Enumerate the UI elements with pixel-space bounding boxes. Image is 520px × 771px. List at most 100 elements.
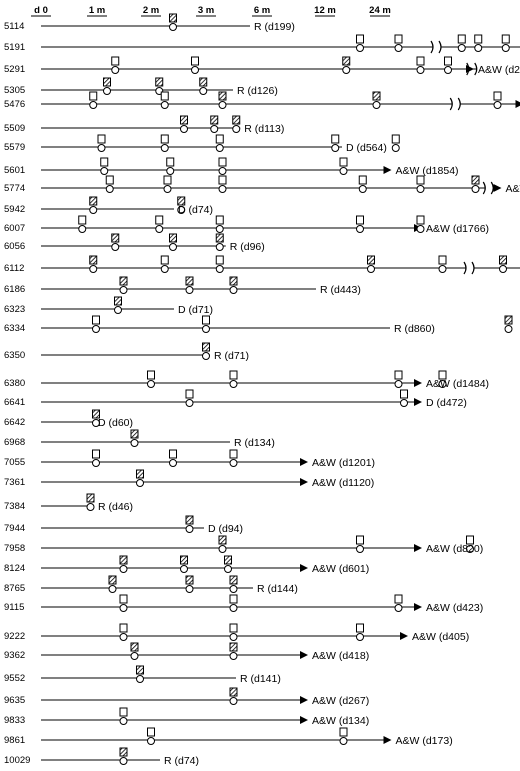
- patient-id: 6007: [4, 223, 25, 234]
- visit-marker: [501, 34, 510, 52]
- visit-marker: [191, 56, 199, 74]
- outcome-label: A&W (d134): [312, 715, 369, 727]
- visit-circle: [394, 380, 403, 388]
- patient-id: 5942: [4, 204, 25, 215]
- visit-circle: [202, 352, 210, 360]
- outcome-label: R (d74): [164, 755, 199, 767]
- patient-id: 7384: [4, 501, 25, 512]
- visit-marker: [229, 575, 238, 593]
- visit-marker: [356, 623, 364, 641]
- visit-circle: [92, 325, 100, 333]
- visit-circle: [339, 737, 348, 745]
- hatched-square: [136, 469, 144, 479]
- hatched-square: [229, 276, 238, 286]
- patient-row: 6641 D (d472): [4, 389, 467, 409]
- arrow-head: [300, 696, 308, 704]
- visit-marker: [229, 623, 238, 641]
- patient-id: 7055: [4, 457, 25, 468]
- visit-circle: [89, 265, 98, 273]
- visit-circle: [166, 167, 175, 175]
- hatched-square: [155, 77, 164, 87]
- visit-marker: [119, 747, 128, 765]
- visit-marker: [169, 13, 177, 31]
- open-square: [111, 56, 120, 66]
- patient-id: 5191: [4, 42, 25, 53]
- visit-marker: [367, 255, 375, 273]
- visit-circle: [100, 167, 109, 175]
- hatched-square: [86, 493, 95, 503]
- arrow-head: [466, 65, 474, 73]
- patient-id: 8765: [4, 583, 25, 594]
- visit-marker: [394, 370, 403, 388]
- visit-marker: [177, 196, 186, 214]
- patient-id: 5509: [4, 123, 25, 134]
- visit-circle: [130, 652, 139, 660]
- visit-circle: [92, 459, 100, 467]
- patient-id: 5774: [4, 183, 25, 194]
- open-square: [331, 134, 340, 144]
- open-square: [160, 134, 169, 144]
- visit-marker: [119, 707, 128, 725]
- visit-circle: [342, 66, 351, 74]
- outcome-label: R (d144): [257, 583, 298, 595]
- patient-row: 5191A&W(d2194): [4, 34, 520, 54]
- patient-row: 9833 A&W (d134): [4, 707, 369, 727]
- visit-marker: [92, 449, 100, 467]
- outcome-label: R (d134): [234, 437, 275, 449]
- outcome-label: R (d199): [254, 21, 295, 33]
- patient-row: 6968 R (d134): [4, 429, 275, 449]
- patient-row: 5579 D (d564): [4, 134, 400, 154]
- visit-circle: [163, 185, 172, 193]
- outcome-label: R (d113): [244, 123, 284, 135]
- visit-marker: [493, 91, 502, 109]
- hatched-square: [119, 555, 128, 565]
- visit-marker: [147, 727, 155, 745]
- patient-id: 8124: [4, 563, 25, 574]
- visit-marker: [400, 389, 408, 407]
- visit-marker: [119, 594, 128, 612]
- open-square: [218, 175, 227, 185]
- open-square: [155, 215, 164, 225]
- visit-marker: [185, 276, 194, 294]
- open-square: [229, 370, 238, 380]
- visit-marker: [92, 315, 100, 333]
- visit-circle: [147, 737, 155, 745]
- tick-label-3: 3 m: [198, 5, 214, 16]
- open-square: [215, 134, 224, 144]
- patient-row: 7055 A&W (d1201): [4, 449, 375, 469]
- visit-marker: [119, 623, 128, 641]
- visit-marker: [218, 175, 227, 193]
- open-square: [147, 727, 155, 737]
- visit-marker: [105, 175, 114, 193]
- tick-label-4: 6 m: [254, 5, 270, 16]
- visit-marker: [114, 296, 122, 314]
- hatched-square: [229, 687, 238, 697]
- patient-id: 6968: [4, 437, 25, 448]
- open-square: [356, 623, 364, 633]
- open-square: [92, 449, 100, 459]
- patient-id: 6323: [4, 304, 25, 315]
- visit-circle: [474, 44, 483, 52]
- visit-circle: [119, 757, 128, 765]
- open-square: [444, 56, 452, 66]
- visit-circle: [169, 23, 177, 31]
- hatched-square: [92, 409, 100, 419]
- visit-circle: [232, 125, 241, 133]
- patient-id: 7944: [4, 523, 25, 534]
- visit-marker: [169, 233, 177, 251]
- visit-marker: [391, 134, 400, 152]
- visit-marker: [119, 555, 128, 573]
- open-square: [100, 157, 109, 167]
- patient-row: 5291 A&W (d2205): [4, 56, 520, 76]
- visit-circle: [155, 225, 164, 233]
- visit-marker: [169, 449, 177, 467]
- outcome-label: A&W (d1854): [396, 165, 459, 177]
- visit-circle: [160, 144, 169, 152]
- open-square: [119, 623, 128, 633]
- patient-id: 9635: [4, 695, 25, 706]
- patient-row: 6007 A&W (d1766): [4, 215, 489, 235]
- tick-label-5: 12 m: [314, 5, 336, 16]
- visit-marker: [358, 175, 367, 193]
- visit-marker: [89, 255, 98, 273]
- visit-marker: [160, 134, 169, 152]
